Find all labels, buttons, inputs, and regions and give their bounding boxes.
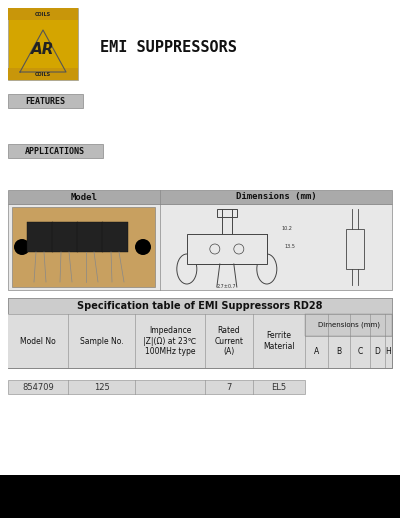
Bar <box>8 8 78 20</box>
Bar <box>305 314 392 336</box>
Ellipse shape <box>177 254 197 284</box>
Bar <box>8 314 392 368</box>
Text: EMI SUPPRESSORS: EMI SUPPRESSORS <box>100 40 237 55</box>
Bar <box>12 207 155 287</box>
Text: 2.7±0.7: 2.7±0.7 <box>217 284 237 289</box>
Bar <box>52 222 78 252</box>
Text: C: C <box>357 347 363 356</box>
Text: APPLICATIONS: APPLICATIONS <box>25 147 85 155</box>
Text: Model No: Model No <box>20 337 56 346</box>
Text: Sample No.: Sample No. <box>80 337 123 346</box>
Text: Ferrite
Material: Ferrite Material <box>263 332 295 351</box>
Text: 125: 125 <box>94 382 109 392</box>
Text: Dimensions (mm): Dimensions (mm) <box>236 193 316 202</box>
Text: 13.5: 13.5 <box>285 244 296 250</box>
Text: Impedance
|Z|(Ω) at 23℃
100MHz type: Impedance |Z|(Ω) at 23℃ 100MHz type <box>143 326 197 356</box>
Bar <box>8 298 392 314</box>
Text: A: A <box>314 347 319 356</box>
Circle shape <box>135 239 151 255</box>
Bar <box>8 204 392 290</box>
Text: B: B <box>336 347 342 356</box>
Text: Model: Model <box>70 193 98 202</box>
Bar <box>217 209 237 217</box>
Text: 854709: 854709 <box>22 382 54 392</box>
Ellipse shape <box>257 254 277 284</box>
Circle shape <box>14 239 30 255</box>
Bar <box>102 222 128 252</box>
Bar <box>27 222 53 252</box>
Text: D: D <box>374 347 380 356</box>
Text: H: H <box>386 347 391 356</box>
Bar <box>8 144 103 158</box>
Bar <box>346 229 364 269</box>
Text: 7: 7 <box>226 382 232 392</box>
Bar <box>77 222 103 252</box>
Bar <box>8 68 78 80</box>
Text: FEATURES: FEATURES <box>25 96 65 106</box>
Text: COILS: COILS <box>35 71 51 77</box>
Text: 10.2: 10.2 <box>282 226 293 231</box>
Bar <box>8 298 392 368</box>
Text: Dimensions (mm): Dimensions (mm) <box>318 322 380 328</box>
Text: COILS: COILS <box>35 11 51 17</box>
Text: AR: AR <box>31 42 55 57</box>
Bar <box>187 234 267 264</box>
Text: Specification table of EMI Suppressors RD28: Specification table of EMI Suppressors R… <box>77 301 323 311</box>
Bar <box>8 380 305 394</box>
Bar <box>8 190 392 204</box>
Bar <box>8 94 83 108</box>
Text: EL5: EL5 <box>272 382 286 392</box>
Bar <box>8 8 78 80</box>
Text: Rated
Current
(A): Rated Current (A) <box>214 326 244 356</box>
Bar <box>187 234 267 264</box>
Bar <box>187 234 267 264</box>
